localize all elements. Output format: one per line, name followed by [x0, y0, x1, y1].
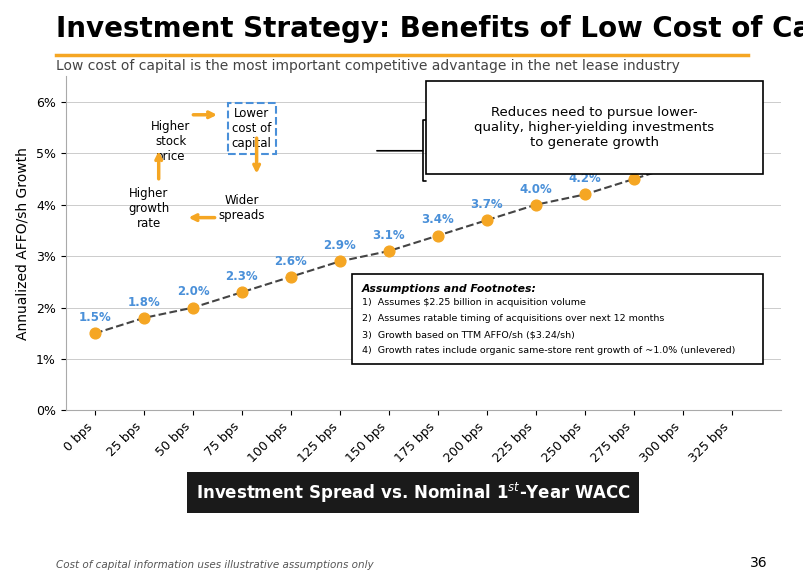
Point [626, 174, 639, 184]
Point [333, 257, 346, 266]
Text: Investment Strategy: Benefits of Low Cost of Capital: Investment Strategy: Benefits of Low Cos… [56, 15, 803, 43]
Text: Reduces need to pursue lower-
quality, higher-yielding investments
to generate g: Reduces need to pursue lower- quality, h… [474, 106, 714, 149]
Text: 2.6%: 2.6% [274, 255, 307, 268]
Point [137, 313, 150, 322]
Text: Wider
spreads: Wider spreads [218, 195, 265, 223]
Text: Lower
cost of
capital: Lower cost of capital [231, 107, 271, 150]
Text: 3)  Growth based on TTM AFFO/sh ($3.24/sh): 3) Growth based on TTM AFFO/sh ($3.24/sh… [361, 330, 574, 339]
Point [528, 200, 541, 209]
Text: 4.2%: 4.2% [568, 172, 601, 185]
Text: 3.7%: 3.7% [470, 198, 503, 211]
Point [675, 159, 688, 168]
Point [382, 247, 395, 256]
Text: 2.9%: 2.9% [323, 239, 356, 252]
Text: 1.8%: 1.8% [128, 296, 160, 308]
Text: 2)  Assumes ratable timing of acquisitions over next 12 months: 2) Assumes ratable timing of acquisition… [361, 314, 663, 324]
Text: Investment Spread vs. Nominal 1$^{st}$-Year WACC: Investment Spread vs. Nominal 1$^{st}$-Y… [196, 481, 630, 505]
Point [235, 287, 248, 297]
Text: 4.5%: 4.5% [617, 157, 650, 170]
Text: Higher
growth
rate: Higher growth rate [128, 187, 169, 230]
Text: 3.1%: 3.1% [372, 229, 405, 242]
FancyBboxPatch shape [352, 274, 762, 364]
Text: 36: 36 [749, 556, 767, 570]
Point [724, 143, 737, 153]
Text: 4.0%: 4.0% [519, 182, 552, 195]
Text: Cost of capital information uses illustrative assumptions only: Cost of capital information uses illustr… [56, 560, 373, 570]
Text: 1)  Assumes $2.25 billion in acquisition volume: 1) Assumes $2.25 billion in acquisition … [361, 298, 585, 307]
Text: Higher
stock
price: Higher stock price [151, 120, 190, 163]
Text: 3.4%: 3.4% [421, 213, 454, 226]
Text: 2.3%: 2.3% [226, 270, 258, 283]
Text: 4.8%: 4.8% [666, 142, 698, 154]
Point [479, 216, 492, 225]
FancyBboxPatch shape [425, 82, 762, 174]
Point [284, 272, 297, 282]
Text: 5.1%: 5.1% [715, 126, 747, 139]
Point [431, 231, 444, 240]
Text: 2.0%: 2.0% [177, 285, 209, 298]
Y-axis label: Annualized AFFO/sh Growth: Annualized AFFO/sh Growth [15, 147, 29, 340]
Text: 4)  Growth rates include organic same-store rent growth of ~1.0% (unlevered): 4) Growth rates include organic same-sto… [361, 346, 735, 355]
Point [577, 190, 590, 199]
Point [186, 303, 199, 312]
Text: Assumptions and Footnotes:: Assumptions and Footnotes: [361, 285, 536, 294]
Point [88, 329, 101, 338]
Text: 1.5%: 1.5% [79, 311, 112, 324]
Text: Low cost of capital is the most important competitive advantage in the net lease: Low cost of capital is the most importan… [56, 59, 679, 73]
